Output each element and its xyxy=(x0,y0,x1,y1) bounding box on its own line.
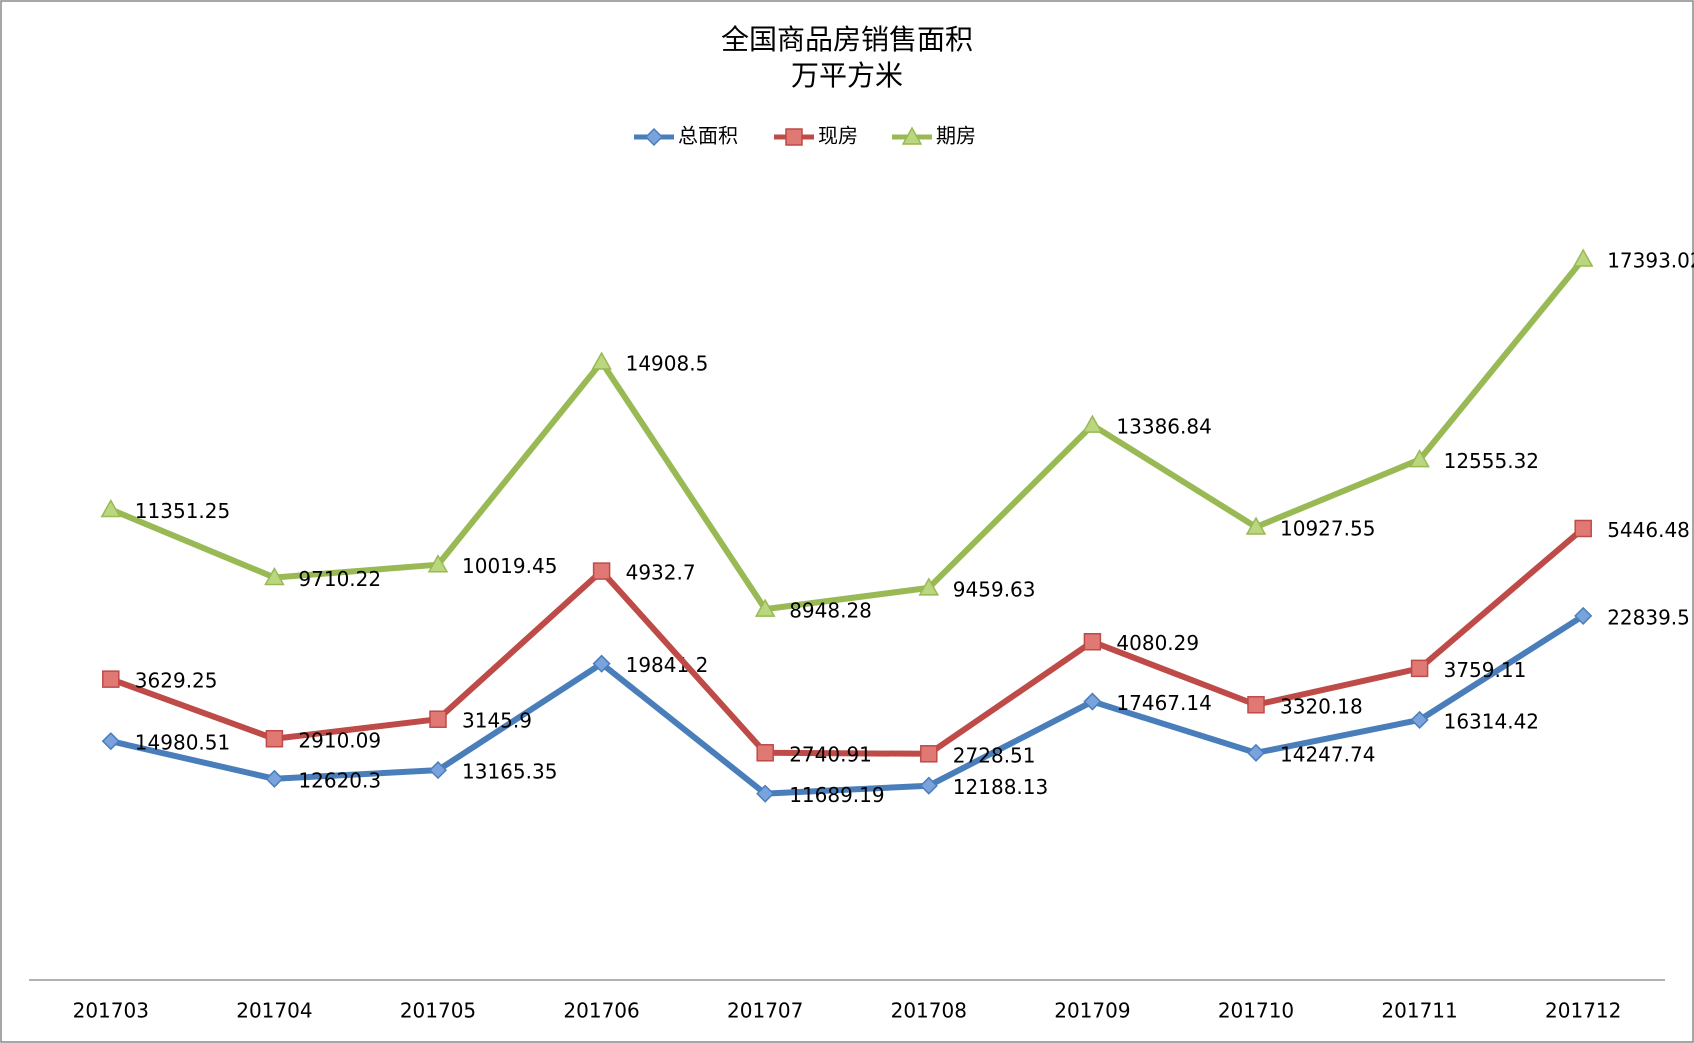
data-label: 3145.9 xyxy=(462,709,532,733)
marker xyxy=(756,744,774,762)
legend-label: 总面积 xyxy=(678,124,738,148)
data-label: 14908.5 xyxy=(626,352,709,376)
marker xyxy=(1410,710,1429,729)
x-tick-label: 201708 xyxy=(891,999,967,1023)
data-label: 11351.25 xyxy=(135,499,230,523)
data-label: 3759.11 xyxy=(1444,658,1527,682)
chart-title: 全国商品房销售面积 xyxy=(721,23,973,56)
marker xyxy=(1083,692,1102,711)
series-line xyxy=(109,526,1586,757)
marker xyxy=(591,351,612,370)
marker xyxy=(428,761,448,780)
data-label: 13386.84 xyxy=(1116,415,1211,439)
marker xyxy=(429,710,447,728)
data-label: 9710.22 xyxy=(298,567,381,591)
data-label: 10927.55 xyxy=(1280,517,1375,541)
data-label: 14980.51 xyxy=(135,731,230,755)
marker xyxy=(1082,414,1103,433)
data-label: 17467.14 xyxy=(1116,691,1211,715)
data-label: 22839.5 xyxy=(1607,605,1690,629)
marker xyxy=(102,670,120,688)
marker xyxy=(1083,632,1102,651)
series-line xyxy=(110,613,1585,797)
legend-marker xyxy=(901,126,923,145)
legend-marker xyxy=(644,127,664,147)
data-label: 12188.13 xyxy=(953,775,1048,799)
marker xyxy=(756,784,775,803)
series-line xyxy=(109,257,1586,613)
marker xyxy=(427,554,449,573)
data-label: 13165.35 xyxy=(462,760,557,784)
marker xyxy=(592,654,611,673)
marker xyxy=(1410,659,1429,678)
x-tick-label: 201709 xyxy=(1054,999,1130,1023)
data-label: 11689.19 xyxy=(789,783,884,807)
marker xyxy=(919,776,938,795)
marker xyxy=(1246,743,1266,762)
x-tick-label: 201707 xyxy=(727,999,803,1023)
marker xyxy=(1574,606,1593,625)
data-label: 17393.02 xyxy=(1607,249,1694,273)
data-label: 2728.51 xyxy=(953,743,1036,767)
x-tick-label: 201712 xyxy=(1545,999,1621,1023)
marker xyxy=(920,745,938,763)
marker xyxy=(1409,449,1430,468)
marker xyxy=(754,598,776,617)
data-label: 16314.42 xyxy=(1444,709,1539,733)
data-label: 12620.3 xyxy=(298,768,381,792)
legend-label: 现房 xyxy=(818,124,858,148)
data-label: 10019.45 xyxy=(462,554,557,578)
marker xyxy=(1247,696,1265,714)
x-tick-label: 201706 xyxy=(563,999,639,1023)
marker xyxy=(1245,516,1267,535)
data-label: 3320.18 xyxy=(1280,694,1363,718)
x-tick-label: 201703 xyxy=(73,999,149,1023)
x-tick-label: 201710 xyxy=(1218,999,1294,1023)
marker xyxy=(100,498,122,518)
data-label: 9459.63 xyxy=(953,577,1036,601)
data-label: 12555.32 xyxy=(1444,449,1539,473)
data-label: 8948.28 xyxy=(789,599,872,623)
data-label: 2910.09 xyxy=(298,728,381,752)
data-label: 3629.25 xyxy=(135,669,218,693)
x-tick-label: 201705 xyxy=(400,999,476,1023)
legend-label: 期房 xyxy=(936,124,976,148)
marker xyxy=(265,769,284,788)
data-label: 2740.91 xyxy=(789,742,872,766)
x-tick-label: 201711 xyxy=(1381,999,1457,1023)
marker xyxy=(592,562,611,580)
marker xyxy=(918,577,940,596)
x-tick-label: 201704 xyxy=(236,999,312,1023)
chart-subtitle: 万平方米 xyxy=(791,59,903,92)
data-label: 4932.7 xyxy=(626,561,696,585)
marker xyxy=(101,732,120,751)
marker xyxy=(1574,519,1592,538)
marker xyxy=(265,730,284,748)
marker xyxy=(1572,248,1594,267)
legend-marker xyxy=(785,128,803,146)
data-label: 5446.48 xyxy=(1607,518,1690,542)
data-label: 14247.74 xyxy=(1280,742,1375,766)
marker xyxy=(264,566,285,586)
data-label: 4080.29 xyxy=(1116,631,1199,655)
